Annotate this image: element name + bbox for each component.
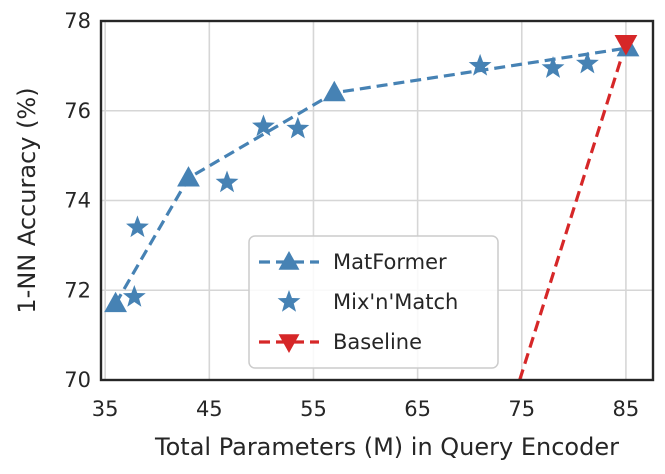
mixnmatch-point (252, 114, 275, 137)
x-tick-label: 75 (508, 397, 535, 421)
x-tick-label: 55 (300, 397, 327, 421)
y-tick-label: 72 (64, 278, 91, 302)
legend: MatFormer Mix'n'Match Baseline (248, 235, 499, 369)
mixnmatch-point (541, 56, 565, 78)
x-tick-label: 35 (92, 397, 119, 421)
mixnmatch-point (122, 284, 146, 307)
x-tick-label: 45 (196, 397, 223, 421)
x-axis-label: Total Parameters (M) in Query Encoder (154, 433, 619, 461)
mixnmatch-point (126, 215, 149, 238)
legend-label: MatFormer (333, 250, 447, 274)
matformer-point (104, 291, 127, 313)
legend-box (248, 235, 499, 369)
y-axis-label: 1-NN Accuracy (%) (13, 87, 41, 313)
mixnmatch-point (575, 51, 599, 74)
mixnmatch-point (468, 53, 492, 76)
ticks: 35 45 55 65 75 85 70 72 74 76 78 (64, 9, 639, 421)
y-tick-label: 74 (64, 189, 91, 213)
matformer-point (322, 80, 346, 102)
mixnmatch-point (215, 170, 239, 193)
legend-marker-star (277, 290, 301, 312)
baseline-point (614, 35, 638, 56)
legend-label: Baseline (333, 330, 422, 354)
plot-frame (99, 19, 655, 382)
mixnmatch-point (286, 116, 310, 139)
y-tick-label: 78 (64, 9, 91, 33)
plot-area (104, 35, 640, 380)
y-tick-label: 76 (64, 99, 91, 123)
y-tick-label: 70 (64, 368, 91, 392)
baseline-series-line (518, 42, 628, 380)
x-tick-label: 65 (404, 397, 431, 421)
legend-marker-triangle-down (278, 334, 300, 353)
legend-label: Mix'n'Match (333, 290, 458, 314)
legend-marker-triangle-up (278, 251, 300, 270)
matformer-point (177, 166, 200, 187)
x-tick-label: 85 (613, 397, 640, 421)
